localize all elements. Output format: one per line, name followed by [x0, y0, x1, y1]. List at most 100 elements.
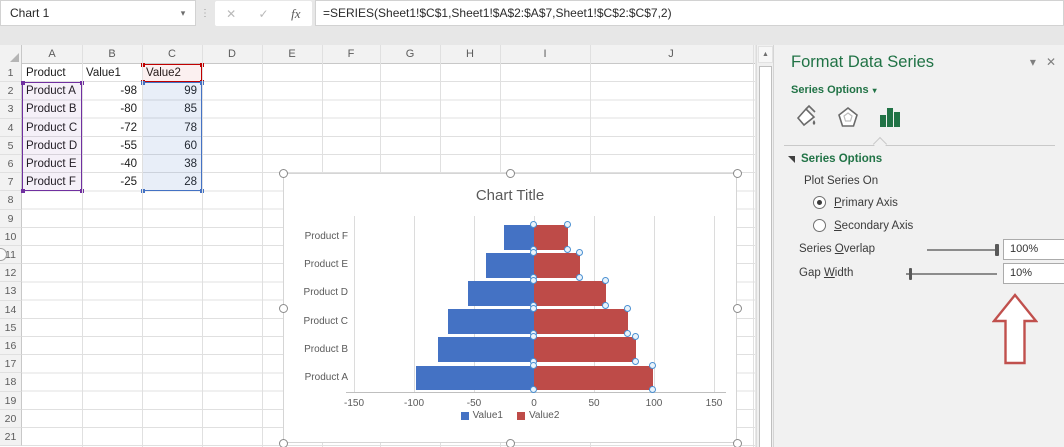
chart-legend[interactable]: Value1 Value2	[284, 410, 736, 421]
chart-frame-handle[interactable]	[732, 303, 742, 313]
row-header-4[interactable]: 4	[0, 118, 22, 137]
bar-value2[interactable]	[534, 365, 653, 390]
row-header-10[interactable]: 10	[0, 227, 22, 246]
column-header-F[interactable]: F	[347, 48, 355, 60]
cell[interactable]: -40	[120, 158, 137, 170]
row-header-20[interactable]: 20	[0, 409, 22, 428]
vertical-scrollbar[interactable]: ▲	[756, 45, 773, 447]
row-header-18[interactable]: 18	[0, 373, 22, 392]
cell[interactable]: 28	[184, 176, 197, 189]
axis-tick-label[interactable]: 150	[705, 398, 723, 409]
series-selection-handle[interactable]	[602, 301, 609, 309]
name-box-value[interactable]: Chart 1	[10, 6, 50, 20]
category-label[interactable]: Product C	[303, 315, 348, 327]
series-options-dropdown[interactable]: Series Options ▾	[791, 84, 877, 96]
primary-axis-radio[interactable]	[813, 196, 826, 209]
series-name-range-highlight[interactable]	[141, 63, 204, 85]
cancel-icon[interactable]: ✕	[226, 6, 237, 21]
legend-item[interactable]: Value1	[460, 410, 503, 421]
series-selection-handle[interactable]	[530, 386, 537, 393]
legend-item[interactable]: Value2	[517, 410, 559, 421]
row-header-12[interactable]: 12	[0, 264, 22, 283]
series-selection-handle[interactable]	[530, 361, 537, 369]
chart-frame-handle[interactable]	[278, 303, 288, 313]
axis-tick-label[interactable]: -100	[403, 398, 424, 409]
series-selection-handle[interactable]	[648, 361, 656, 369]
column-header-E[interactable]: E	[288, 48, 296, 60]
series-selection-handle[interactable]	[623, 329, 631, 337]
cell-header[interactable]: Product	[26, 67, 66, 79]
gap-width-spinbox[interactable]: 10% ▲ ▼	[1003, 263, 1064, 284]
formula-input[interactable]: =SERIES(Sheet1!$C$1,Sheet1!$A$2:$A$7,She…	[315, 0, 1064, 26]
bar-chart-icon[interactable]	[876, 103, 904, 131]
scrollbar-thumb[interactable]	[759, 66, 772, 447]
series-selection-handle[interactable]	[623, 305, 631, 313]
bar-value1[interactable]	[468, 281, 534, 306]
cell-header[interactable]: Value1	[86, 67, 121, 79]
chart-frame-handle[interactable]	[732, 438, 742, 447]
row-header-1[interactable]: 1	[0, 64, 22, 83]
cell[interactable]: -55	[120, 139, 137, 152]
secondary-axis-option[interactable]: Secondary Axis	[813, 219, 913, 232]
bar-value2[interactable]	[534, 309, 628, 334]
formula-bar-splitter[interactable]: ⋮	[200, 7, 210, 19]
series-overlap-spinbox[interactable]: 100% ▲ ▼	[1003, 239, 1064, 260]
gap-width-slider[interactable]	[906, 268, 997, 280]
series-overlap-slider[interactable]	[927, 244, 999, 256]
column-header-I[interactable]: I	[543, 48, 547, 60]
cell[interactable]: 38	[184, 158, 197, 170]
name-box[interactable]: Chart 1 ▾	[0, 0, 196, 26]
range-drag-handle[interactable]	[141, 81, 145, 86]
category-label[interactable]: Product A	[304, 371, 348, 383]
row-header-16[interactable]: 16	[0, 337, 22, 356]
column-header-B[interactable]: B	[108, 48, 116, 60]
row-header-7[interactable]: 7	[0, 173, 22, 192]
series-selection-handle[interactable]	[563, 221, 571, 228]
series-selection-handle[interactable]	[575, 273, 583, 281]
enter-icon[interactable]: ✓	[258, 6, 269, 21]
cell[interactable]: Product A	[26, 85, 76, 98]
close-icon[interactable]: ✕	[1045, 55, 1056, 69]
axis-tick-label[interactable]: 50	[588, 398, 600, 409]
series-selection-handle[interactable]	[530, 277, 537, 285]
series-selection-handle[interactable]	[602, 277, 609, 285]
cell[interactable]: 78	[184, 121, 197, 134]
series-selection-handle[interactable]	[632, 333, 639, 341]
bar-value2[interactable]	[534, 281, 606, 306]
series-overlap-slider-handle[interactable]	[995, 244, 999, 256]
category-label[interactable]: Product B	[304, 343, 348, 355]
series-selection-handle[interactable]	[648, 386, 656, 393]
row-header-3[interactable]: 3	[0, 100, 22, 119]
cell[interactable]: -98	[120, 85, 137, 98]
bar-value1[interactable]	[416, 365, 534, 390]
range-drag-handle[interactable]	[21, 189, 25, 194]
chart-title[interactable]: Chart Title	[475, 187, 545, 204]
pentagon-icon[interactable]	[834, 103, 862, 131]
cell[interactable]: Product C	[26, 121, 78, 134]
range-drag-handle[interactable]	[141, 189, 145, 194]
chart-object[interactable]: Chart Title -150 -100 -50 0 50 100 150 Product …	[278, 168, 742, 447]
bar-value2[interactable]	[534, 253, 580, 278]
cell[interactable]: Product E	[26, 158, 77, 170]
category-label[interactable]: Product E	[304, 259, 348, 271]
row-header-8[interactable]: 8	[0, 191, 22, 210]
series-selection-handle[interactable]	[632, 357, 639, 365]
cell[interactable]: -80	[120, 103, 137, 116]
row-header-5[interactable]: 5	[0, 136, 22, 155]
row-header-21[interactable]: 21	[0, 428, 22, 447]
bar-value1[interactable]	[447, 309, 534, 334]
column-header-D[interactable]: D	[228, 48, 236, 60]
row-header-2[interactable]: 2	[0, 82, 22, 101]
column-header-J[interactable]: J	[668, 48, 674, 60]
series-selection-handle[interactable]	[530, 305, 537, 313]
primary-axis-option[interactable]: Primary Axis	[813, 196, 898, 209]
chart-frame-handle[interactable]	[732, 168, 742, 178]
row-header-9[interactable]: 9	[0, 209, 22, 228]
select-all-button[interactable]	[0, 45, 22, 64]
bar-value2[interactable]	[534, 337, 636, 362]
column-header-A[interactable]: A	[48, 48, 56, 60]
chart-frame-handle[interactable]	[278, 168, 288, 178]
values-range-highlight[interactable]	[141, 81, 204, 194]
chart-frame-handle[interactable]	[278, 438, 288, 447]
column-header-H[interactable]: H	[466, 48, 474, 60]
